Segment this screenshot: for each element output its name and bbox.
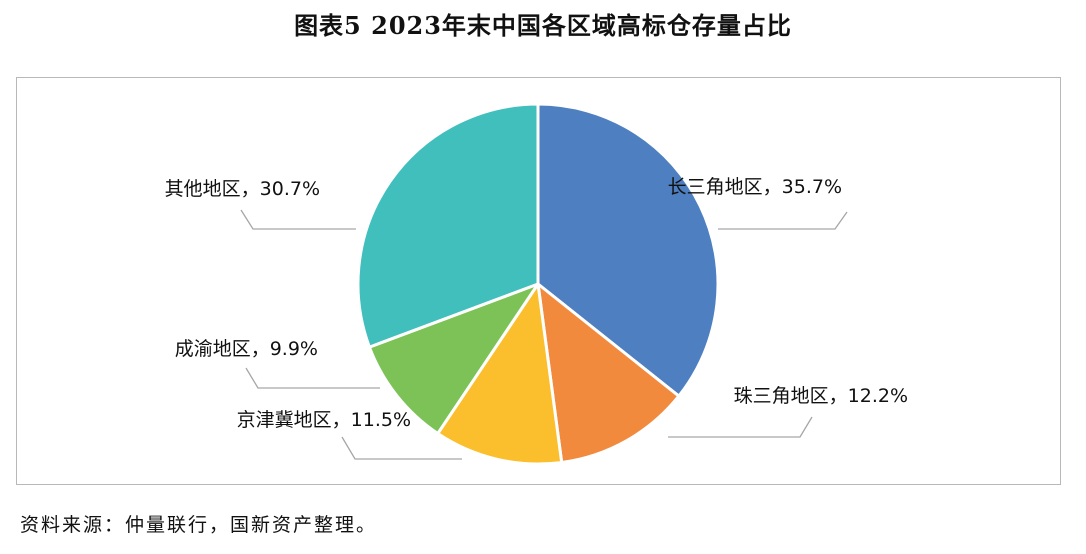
slice-labels: 长三角地区，35.7% 珠三角地区，12.2% 京津冀地区，11.5% 成渝地区，9.… (165, 176, 908, 431)
leader-line-5 (240, 209, 356, 230)
slice-label-5: 其他地区，30.7% (165, 178, 320, 200)
leader-line-2 (668, 416, 813, 438)
leader-line-1 (718, 211, 848, 230)
slice-label-1: 长三角地区，35.7% (668, 176, 842, 198)
slice-label-2: 珠三角地区，12.2% (734, 385, 908, 407)
pie-slice-3 (436, 282, 564, 466)
slice-label-3: 京津冀地区，11.5% (237, 409, 411, 431)
source-note: 资料来源：仲量联行，国新资产整理。 (20, 514, 378, 536)
slice-label-4: 成渝地区，9.9% (175, 338, 318, 360)
pie-slices (356, 102, 720, 466)
pie-slice-4 (367, 282, 540, 436)
pie-slice-2 (536, 282, 681, 464)
pie-slice-5 (356, 102, 540, 349)
leader-line-4 (245, 367, 380, 389)
chart-title: 图表5 2023年末中国各区域高标仓存量占比 (294, 11, 792, 40)
pie-slice-1 (536, 102, 720, 398)
leader-lines (240, 209, 848, 460)
chart-frame (16, 77, 1061, 485)
leader-line-3 (341, 436, 462, 460)
